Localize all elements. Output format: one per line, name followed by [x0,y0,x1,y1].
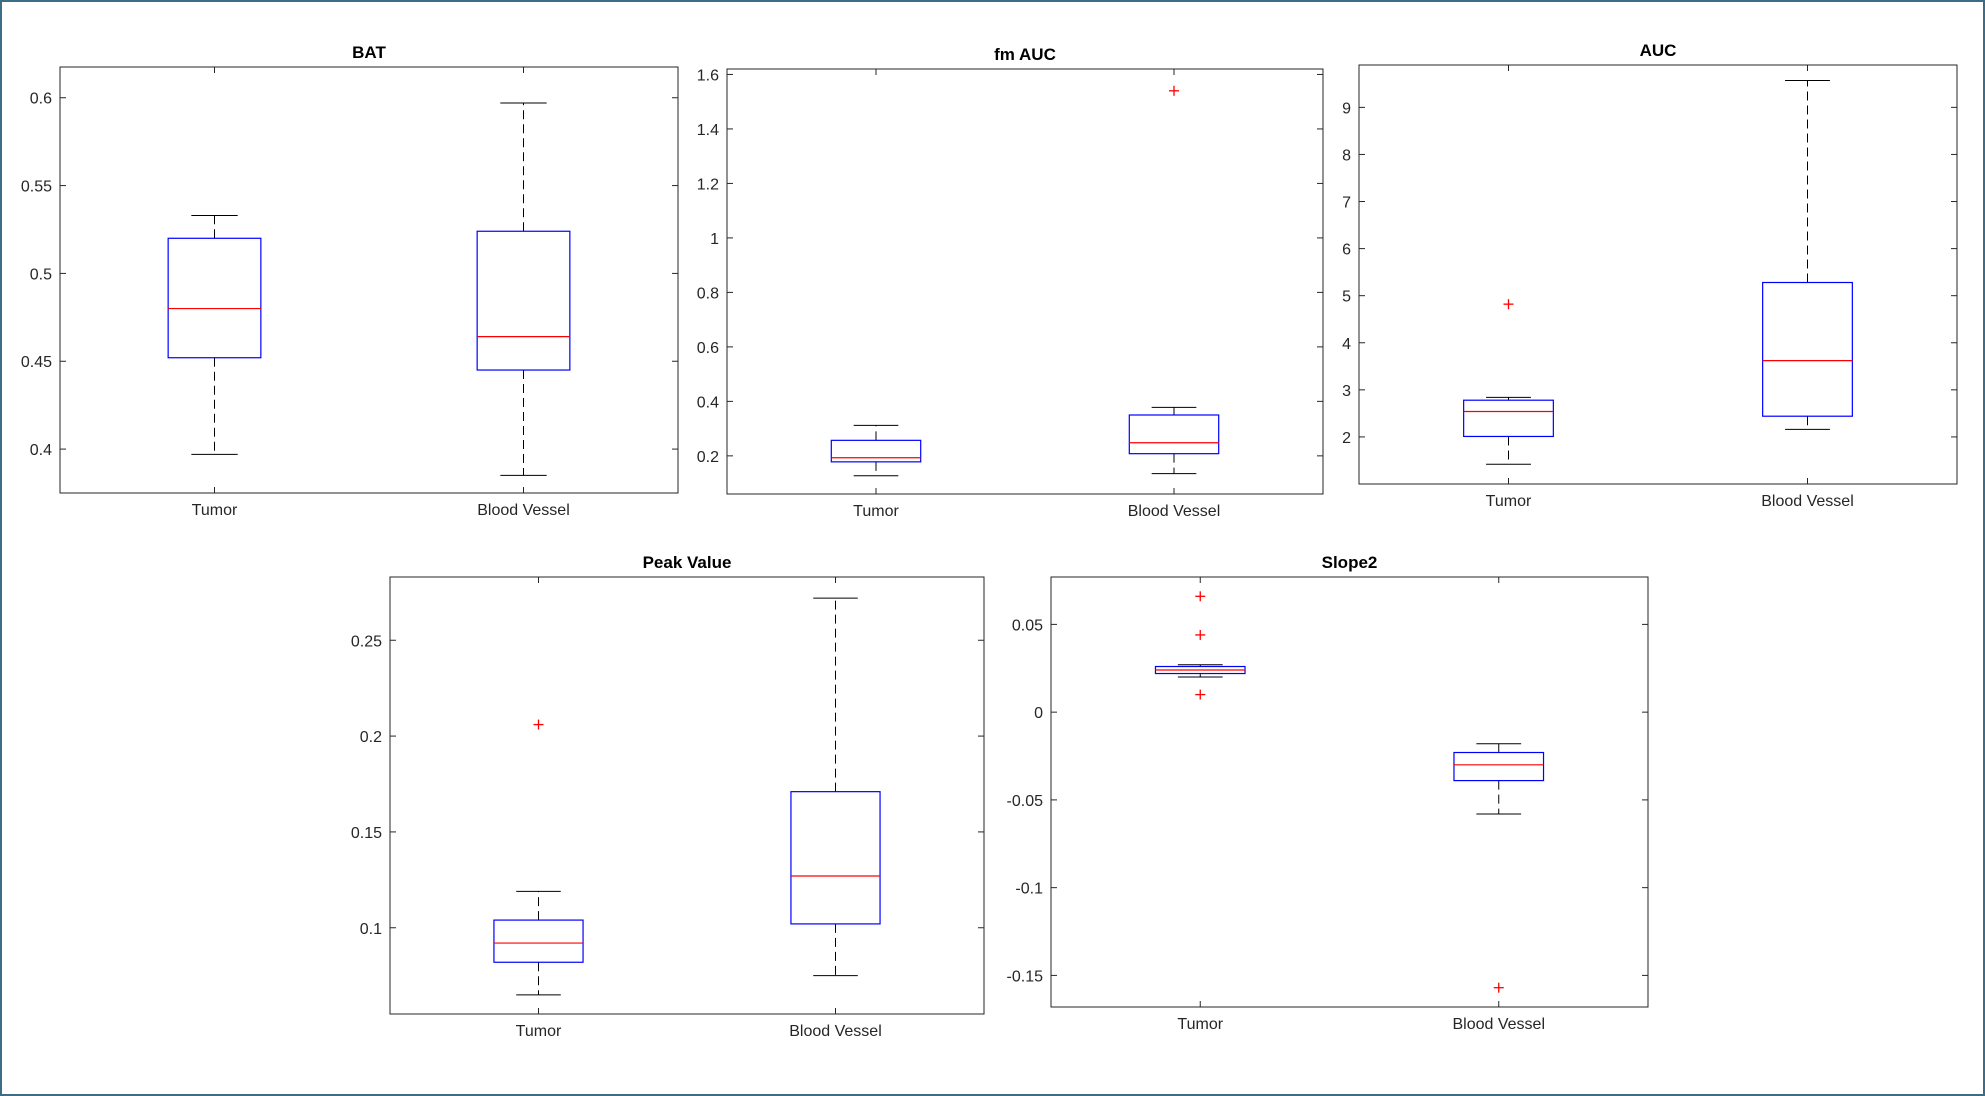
box-tumor [1154,591,1246,700]
y-tick-label: 0.5 [30,266,52,283]
x-tick-label: Blood Vessel [1761,493,1854,510]
y-tick-label: 0.8 [697,285,719,302]
y-tick-label: 3 [1342,383,1351,400]
y-tick-label: 0.55 [21,179,52,196]
x-tick-label: Blood Vessel [477,502,570,519]
y-tick-label: 8 [1342,147,1351,164]
y-tick-label: 0.05 [1012,617,1043,634]
axes-box [59,66,679,494]
x-tick-label: Blood Vessel [1128,503,1221,520]
box-blood-vessel [1453,743,1545,993]
box-tumor [830,424,922,477]
x-tick-label: Blood Vessel [789,1023,882,1040]
iqr-box [1463,399,1554,438]
outlier-marker [1503,299,1514,310]
subplot-fm-auc: fm AUC 0.2 0.4 0.6 0.8 1 1.2 1.4 1.6 Tumor Blood V… [697,45,1324,520]
y-tick-label: 0.45 [21,354,52,371]
y-tick-label: 0 [1034,705,1043,722]
y-tick-label: 0.15 [351,825,382,842]
iqr-box [493,919,584,963]
chart-title: AUC [1640,41,1677,60]
y-tick-label: -0.15 [1007,968,1044,985]
y-tick-label: 0.25 [351,633,382,650]
iqr-box [830,439,922,463]
y-tick-label: 1.6 [697,67,719,84]
chart-title: Slope2 [1322,553,1378,572]
x-tick-label: Tumor [192,502,238,519]
y-tick-label: -0.05 [1007,793,1044,810]
iqr-box [790,791,881,925]
subplot-auc: AUC 2 3 4 5 6 7 8 9 Tumor Blood Vessel [1342,41,1958,510]
box-blood-vessel [1762,80,1853,430]
y-tick-label: 0.6 [697,340,719,357]
axes-box [1050,576,1649,1008]
iqr-box [1453,751,1545,782]
box-tumor [493,719,584,996]
outlier-marker [1493,982,1504,993]
y-tick-label: 0.1 [360,921,382,938]
y-tick-label: -0.1 [1015,881,1043,898]
iqr-box [1762,281,1853,417]
y-tick-label: 1 [710,231,719,248]
chart-title: BAT [352,43,386,62]
y-tick-label: 7 [1342,195,1351,212]
y-tick-label: 5 [1342,289,1351,306]
outlier-marker [1195,591,1206,602]
iqr-box [1128,414,1220,455]
x-tick-label: Tumor [853,503,899,520]
axes-box [389,576,985,1015]
x-tick-label: Blood Vessel [1452,1016,1545,1033]
box-blood-vessel [1128,85,1220,475]
outlier-marker [1195,629,1206,640]
y-tick-label: 9 [1342,100,1351,117]
y-tick-label: 0.2 [697,449,719,466]
iqr-box [476,230,571,371]
y-tick-label: 4 [1342,336,1351,353]
y-tick-label: 1.4 [697,122,719,139]
box-tumor [167,214,262,455]
subplot-peak-value: Peak Value 0.1 0.15 0.2 0.25 Tumor Blood Vesse… [351,553,985,1040]
axes-box [1358,64,1958,485]
x-tick-label: Tumor [516,1023,562,1040]
subplot-slope2: Slope2 -0.15 -0.1 -0.05 0 0.05 Tumor Blood Vess… [1007,553,1649,1033]
iqr-box [167,237,262,359]
y-tick-label: 0.6 [30,91,52,108]
x-tick-label: Tumor [1486,493,1532,510]
axes-box [726,68,1324,495]
box-tumor [1463,299,1554,465]
y-tick-label: 2 [1342,430,1351,447]
y-tick-label: 0.2 [360,729,382,746]
subplot-bat: BAT 0.4 0.45 0.5 0.55 0.6 Tumor Blood Vessel [21,43,679,519]
outlier-marker [1169,85,1179,96]
box-blood-vessel [476,102,571,476]
box-blood-vessel [790,597,881,977]
y-tick-label: 0.4 [30,442,52,459]
x-tick-label: Tumor [1177,1016,1223,1033]
chart-title: fm AUC [994,45,1056,64]
chart-title: Peak Value [643,553,732,572]
outlier-marker [1195,689,1206,700]
y-tick-label: 6 [1342,242,1351,259]
outlier-marker [533,719,544,730]
y-tick-label: 0.4 [697,394,719,411]
y-tick-label: 1.2 [697,176,719,193]
